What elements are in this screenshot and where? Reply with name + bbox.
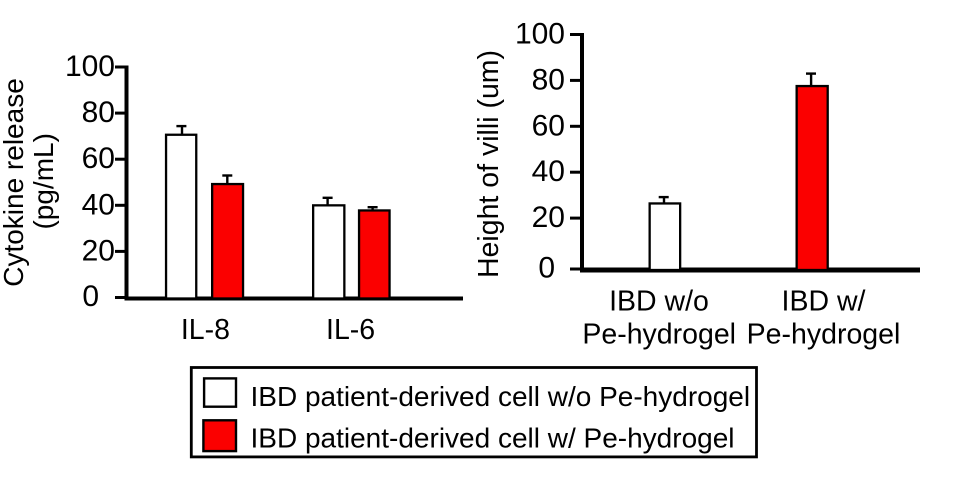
svg-text:100: 100	[65, 50, 115, 83]
svg-text:IBD w/: IBD w/	[782, 286, 866, 318]
svg-text:80: 80	[82, 96, 115, 129]
svg-text:Cytokine release: Cytokine release	[0, 78, 29, 287]
svg-text:IL-8: IL-8	[181, 314, 230, 346]
svg-text:40: 40	[532, 155, 565, 188]
svg-text:Pe-hydrogel: Pe-hydrogel	[582, 319, 736, 351]
svg-text:60: 60	[82, 142, 115, 175]
svg-text:20: 20	[532, 201, 565, 234]
svg-text:60: 60	[532, 109, 565, 142]
svg-text:IBD w/o: IBD w/o	[609, 286, 709, 318]
svg-text:(pg/mL): (pg/mL)	[28, 133, 59, 229]
svg-text:Height of villi (um): Height of villi (um)	[473, 50, 505, 278]
svg-text:100: 100	[515, 18, 565, 51]
svg-text:IL-6: IL-6	[326, 314, 375, 346]
svg-text:IBD patient-derived cell w/ Pe: IBD patient-derived cell w/ Pe-hydrogel	[251, 423, 735, 454]
svg-text:0: 0	[538, 252, 555, 285]
svg-text:80: 80	[532, 63, 565, 96]
svg-text:20: 20	[82, 234, 115, 267]
svg-text:Pe-hydrogel: Pe-hydrogel	[747, 319, 901, 351]
svg-text:IBD patient-derived cell w/o P: IBD patient-derived cell w/o Pe-hydrogel	[251, 381, 751, 412]
svg-text:40: 40	[82, 188, 115, 221]
svg-text:0: 0	[82, 280, 99, 313]
